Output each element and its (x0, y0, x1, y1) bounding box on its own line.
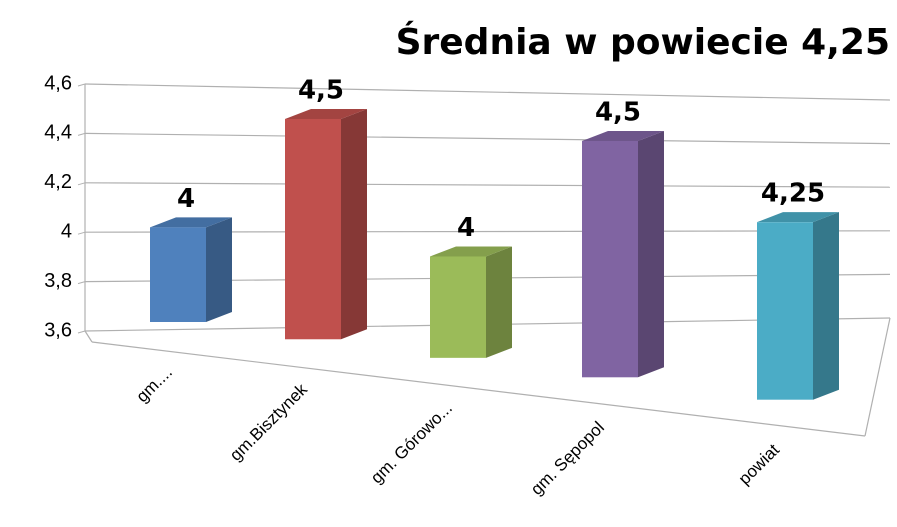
bar-side (486, 246, 512, 358)
y-tick-label: 4,6 (44, 72, 72, 94)
bar (150, 227, 206, 322)
bar-top (430, 246, 512, 257)
y-tick-label: 3,6 (44, 319, 72, 341)
bar (757, 222, 813, 400)
floor-edge (864, 317, 891, 437)
grid-line (84, 83, 891, 101)
y-tick-label: 4 (61, 220, 72, 242)
bar-top (582, 130, 664, 141)
y-tick-label: 3,8 (44, 270, 72, 292)
x-tick-label: gm.... (133, 363, 176, 406)
value-label: 4,5 (595, 97, 641, 127)
bar-side (638, 130, 664, 378)
floor-edge (91, 341, 866, 437)
x-tick-label: gm.Bisztynek (226, 379, 311, 464)
value-label: 4 (457, 213, 475, 243)
value-label: 4,5 (298, 75, 344, 105)
value-label: 4 (177, 184, 195, 214)
value-label: 4,25 (761, 179, 825, 209)
grid-line (84, 132, 891, 145)
y-tick-label: 4,2 (44, 171, 72, 193)
bar (285, 118, 341, 340)
bar-top (150, 217, 232, 228)
y-tick-label: 4,4 (44, 122, 72, 144)
grid-line (84, 182, 891, 188)
tick-mark (77, 182, 86, 186)
bar-side (813, 212, 839, 400)
x-tick-label: gm. Górowo... (367, 398, 456, 487)
bar (582, 140, 638, 378)
x-tick-label: powiat (735, 440, 783, 488)
chart-title: Średnia w powiecie 4,25 (396, 21, 890, 63)
tick-mark (77, 281, 86, 285)
bar-top (757, 212, 839, 223)
walls (84, 84, 891, 437)
bar-side (206, 217, 232, 322)
tick-mark (77, 132, 86, 136)
x-tick-label: gm. Sępopol (527, 418, 608, 499)
bar-side (341, 108, 367, 340)
bar (430, 256, 486, 358)
tick-mark (77, 330, 86, 334)
tick-mark (77, 83, 86, 87)
tick-mark (77, 231, 86, 235)
bar-top (285, 108, 367, 119)
floor-edge (84, 330, 93, 343)
